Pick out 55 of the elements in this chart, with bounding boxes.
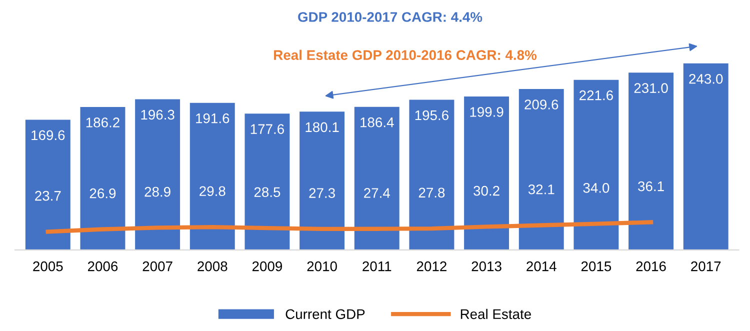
x-tick-label: 2013: [472, 261, 502, 272]
x-tick-label: 2014: [526, 261, 556, 272]
x-tick-label: 2008: [198, 261, 228, 272]
data-label: 221.6: [580, 90, 613, 100]
data-label: 186.2: [86, 118, 120, 128]
x-tick-label: 2016: [636, 261, 666, 272]
data-label: 26.9: [90, 188, 116, 198]
x-tick-label: 2015: [581, 261, 612, 272]
bar: [518, 89, 564, 250]
data-label: 177.6: [250, 124, 284, 134]
data-label: 30.2: [474, 186, 500, 196]
data-label: 231.0: [634, 83, 668, 94]
data-label: 27.3: [309, 188, 335, 198]
data-label: 29.8: [200, 186, 226, 196]
data-label: 209.6: [524, 100, 558, 110]
data-label: 186.4: [360, 117, 394, 128]
x-tick-label: 2017: [691, 261, 721, 272]
data-label: 195.6: [415, 110, 448, 120]
legend-label: Current GDP: [286, 309, 365, 320]
x-tick-label: 2009: [252, 261, 282, 272]
data-label: 36.1: [638, 181, 664, 192]
bar: [628, 72, 674, 250]
legend-label: Real Estate: [460, 308, 531, 320]
data-label: 199.9: [470, 107, 504, 117]
data-label: 27.4: [364, 188, 390, 198]
x-tick-label: 2006: [88, 261, 118, 272]
data-label: 191.6: [196, 113, 230, 124]
x-tick-label: 2010: [307, 261, 337, 272]
x-tick-label: 2005: [33, 261, 63, 272]
bar: [135, 99, 180, 250]
data-label: 34.0: [583, 182, 610, 193]
data-label: 169.6: [32, 130, 65, 140]
bar: [244, 114, 290, 250]
bar: [354, 106, 400, 250]
text: GDP 2010-2017 CAGR: 4.4%: [298, 12, 482, 22]
bar: [683, 63, 728, 250]
data-label: 243.0: [689, 74, 723, 84]
x-tick-label: 2011: [362, 261, 392, 272]
data-label: 28.5: [254, 187, 280, 198]
bar: [409, 100, 454, 250]
data-label: 32.1: [528, 184, 554, 194]
bar: [80, 107, 126, 250]
bar: [300, 112, 345, 250]
data-label: 196.3: [141, 110, 174, 120]
data-label: 28.9: [144, 186, 170, 197]
x-tick-label: 2012: [416, 261, 446, 272]
x-tick-label: 2007: [142, 261, 172, 272]
bar: [464, 96, 510, 250]
data-label: 27.8: [418, 188, 445, 198]
data-label: 23.7: [35, 190, 61, 201]
bar: [190, 102, 235, 250]
bar: [574, 80, 619, 250]
data-label: 180.1: [306, 122, 339, 132]
text: Real Estate GDP 2010-2016 CAGR: 4.8%: [274, 50, 537, 60]
bar: [25, 120, 70, 250]
